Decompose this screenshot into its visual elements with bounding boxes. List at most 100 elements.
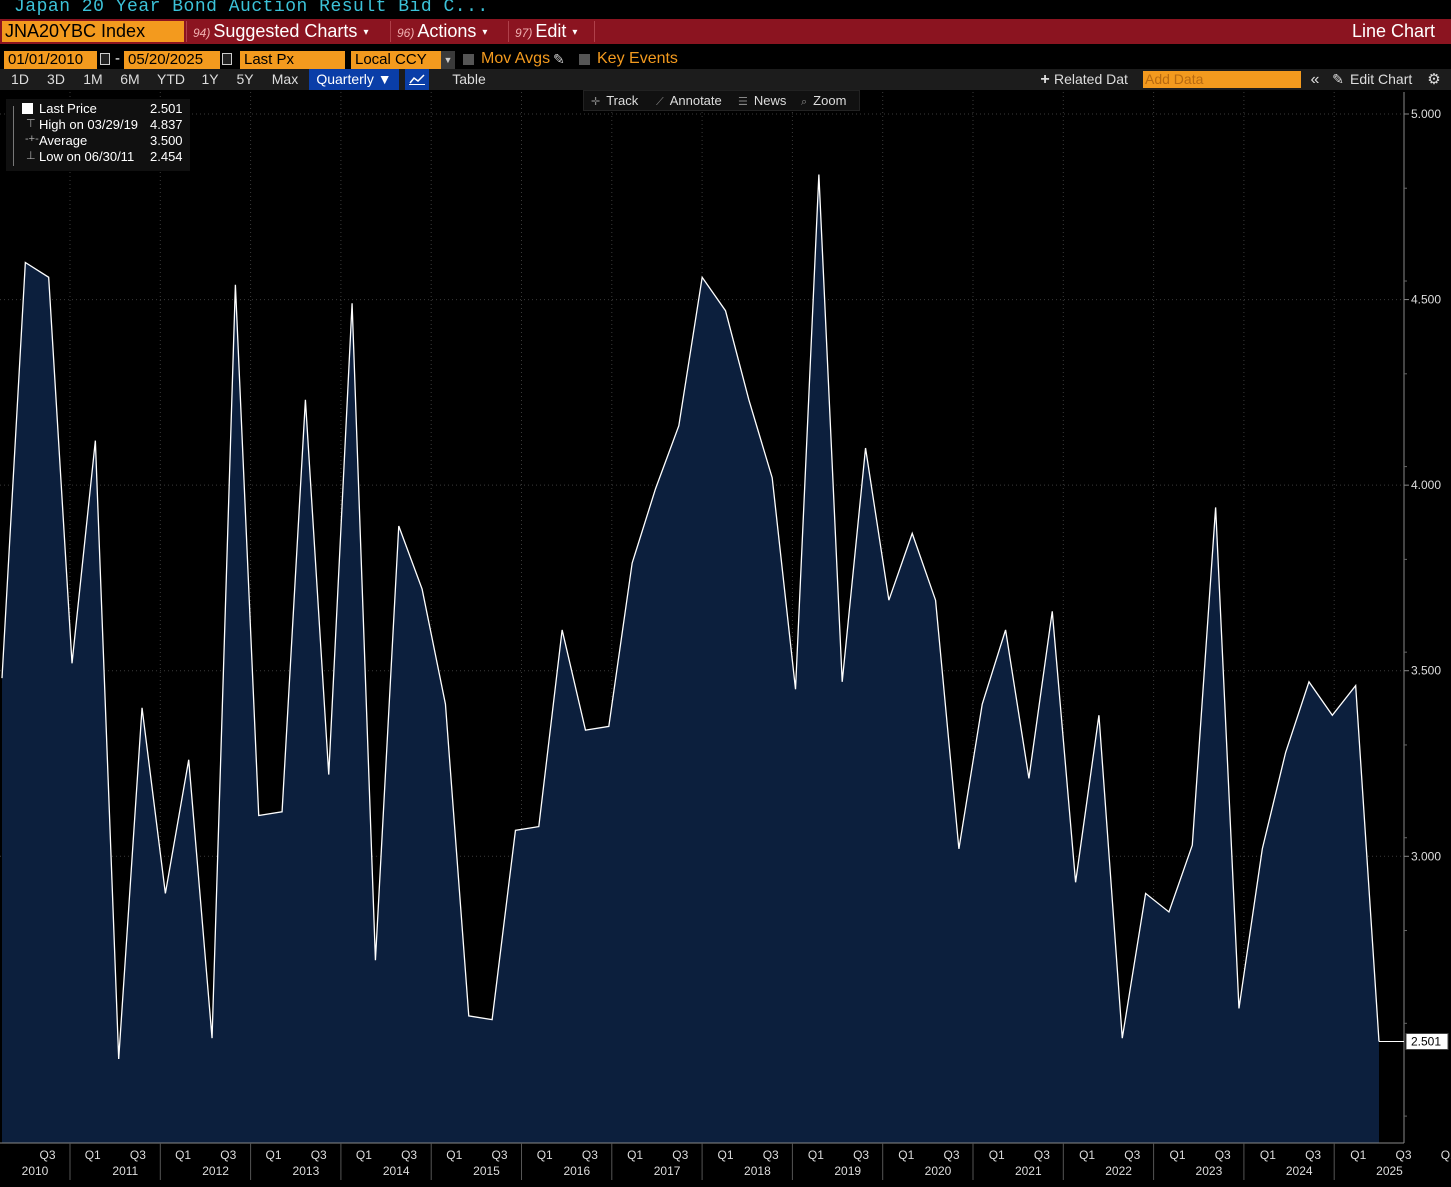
line-chart[interactable]: 5.000 4.500 4.000 3.500 3.000 2.501 Q3 Q1 Q3 Q1 Q3… bbox=[0, 92, 1451, 1187]
x-quarter-label: Q1 bbox=[85, 1148, 101, 1162]
zoom-label: Zoom bbox=[813, 93, 847, 108]
end-date-input[interactable]: 05/20/2025 bbox=[124, 51, 220, 69]
menu-separator bbox=[594, 21, 595, 42]
series-line[interactable] bbox=[1, 174, 1380, 1059]
x-quarter-label: Q1 bbox=[1169, 1148, 1185, 1162]
range-ytd[interactable]: YTD bbox=[157, 71, 185, 87]
y-tick-label: 4.500 bbox=[1411, 293, 1441, 307]
start-date-input[interactable]: 01/01/2010 bbox=[4, 51, 97, 69]
x-quarter-label: Q3 bbox=[311, 1148, 327, 1162]
x-year-label: 2022 bbox=[1105, 1164, 1132, 1178]
add-data-input[interactable]: Add Data bbox=[1143, 71, 1301, 88]
chevron-down-icon: ▾ bbox=[482, 26, 488, 38]
x-quarter-label: Q1 bbox=[175, 1148, 191, 1162]
range-1m[interactable]: 1M bbox=[83, 71, 103, 87]
collapse-icon[interactable]: « bbox=[1310, 71, 1320, 88]
edit-menu[interactable]: 97) Edit ▾ bbox=[515, 19, 577, 44]
x-quarter-label: Q1 bbox=[1079, 1148, 1095, 1162]
news-label: News bbox=[753, 93, 787, 108]
track-tool[interactable]: ✛ Track bbox=[591, 91, 638, 110]
actions-menu[interactable]: 96) Actions ▾ bbox=[397, 19, 487, 44]
x-year-label: 2011 bbox=[112, 1164, 138, 1178]
ticker-field[interactable]: JNA20YBC Index bbox=[2, 21, 184, 42]
high-marker-icon: ⊤ bbox=[26, 118, 36, 130]
range-6m[interactable]: 6M bbox=[120, 71, 140, 87]
series-area bbox=[2, 174, 1379, 1143]
chevron-down-icon[interactable]: ▼ bbox=[441, 51, 455, 69]
mov-avgs-label[interactable]: Mov Avgs bbox=[481, 50, 551, 67]
currency-select[interactable]: Local CCY bbox=[351, 51, 441, 69]
news-tool[interactable]: ☰ News bbox=[738, 91, 786, 110]
x-year-label: 2017 bbox=[654, 1164, 681, 1178]
x-quarter-label: Q3 bbox=[1124, 1148, 1140, 1162]
range-1y[interactable]: 1Y bbox=[201, 71, 219, 87]
menu-label: Actions bbox=[417, 21, 477, 41]
x-quarter-label: Q3 bbox=[1395, 1148, 1411, 1162]
date-range-separator: - bbox=[115, 50, 120, 67]
zoom-tool[interactable]: ⌕ Zoom bbox=[801, 91, 846, 110]
y-tick-label: 4.000 bbox=[1411, 478, 1441, 492]
x-quarter-label: Q3 bbox=[763, 1148, 779, 1162]
range-max[interactable]: Max bbox=[271, 71, 299, 87]
annotate-icon: ⟋ bbox=[656, 96, 664, 108]
mov-avgs-checkbox[interactable] bbox=[463, 54, 474, 65]
frequency-select[interactable]: Quarterly ▼ bbox=[309, 69, 399, 90]
menu-separator bbox=[390, 21, 391, 42]
x-year-label: 2015 bbox=[473, 1164, 500, 1178]
x-quarter-label: Q3 bbox=[1305, 1148, 1321, 1162]
related-data-button[interactable]: Related Dat bbox=[1054, 71, 1128, 87]
x-quarter-label: Q3 bbox=[1034, 1148, 1050, 1162]
key-events-label[interactable]: Key Events bbox=[597, 50, 678, 67]
calendar-icon[interactable] bbox=[100, 53, 110, 65]
x-quarter-label: Q3 bbox=[943, 1148, 959, 1162]
x-year-label: 2025 bbox=[1376, 1164, 1403, 1178]
range-1d[interactable]: 1D bbox=[11, 71, 29, 87]
gear-icon[interactable]: ⚙ bbox=[1427, 71, 1441, 88]
field-select[interactable]: Last Px bbox=[240, 51, 345, 69]
x-quarter-label: Q1 bbox=[537, 1148, 553, 1162]
x-quarter-label: Q3 bbox=[220, 1148, 236, 1162]
menu-number: 94) bbox=[193, 26, 211, 40]
x-year-label: 2023 bbox=[1196, 1164, 1223, 1178]
chart-toolbar bbox=[583, 90, 860, 111]
table-button[interactable]: Table bbox=[452, 71, 486, 87]
pencil-icon[interactable]: ✎ bbox=[1332, 71, 1344, 87]
range-5y[interactable]: 5Y bbox=[236, 71, 254, 87]
menu-bar bbox=[0, 19, 1451, 44]
key-events-checkbox[interactable] bbox=[579, 54, 590, 65]
legend-value: 2.454 bbox=[150, 149, 183, 164]
chevron-down-icon: ▾ bbox=[572, 26, 578, 38]
menu-label: Edit bbox=[535, 21, 567, 41]
edit-chart-button[interactable]: Edit Chart bbox=[1350, 71, 1413, 87]
last-value-box bbox=[1405, 1033, 1449, 1050]
legend-label: Last Price bbox=[39, 101, 97, 116]
pencil-icon[interactable]: ✎ bbox=[553, 51, 565, 67]
chart-legend: Last Price 2.501 ⊤ High on 03/29/19 4.83… bbox=[6, 99, 190, 171]
menu-number: 96) bbox=[397, 26, 415, 40]
legend-value: 2.501 bbox=[150, 101, 183, 116]
menu-label: Suggested Charts bbox=[213, 21, 358, 41]
crosshair-icon: ✛ bbox=[591, 96, 601, 108]
x-year-label: 2019 bbox=[834, 1164, 861, 1178]
x-quarter-label: Q1 bbox=[356, 1148, 372, 1162]
range-3d[interactable]: 3D bbox=[47, 71, 65, 87]
y-tick-label: 5.000 bbox=[1411, 107, 1441, 121]
suggested-charts-menu[interactable]: 94) Suggested Charts ▾ bbox=[193, 19, 368, 44]
x-quarter-label: Q1 bbox=[1350, 1148, 1366, 1162]
calendar-icon[interactable] bbox=[222, 53, 232, 65]
plus-icon[interactable]: + bbox=[1040, 71, 1050, 88]
x-quarter-label: Q1 bbox=[446, 1148, 462, 1162]
legend-label: Average bbox=[39, 133, 88, 148]
news-icon: ☰ bbox=[738, 96, 748, 108]
y-tick-label: 3.500 bbox=[1411, 664, 1441, 678]
legend-bracket bbox=[13, 106, 21, 166]
chart-type-label[interactable]: Line Chart bbox=[1351, 21, 1435, 41]
x-year-label: 2014 bbox=[383, 1164, 410, 1178]
annotate-tool[interactable]: ⟋ Annotate bbox=[656, 91, 722, 110]
average-marker-icon: -+- bbox=[25, 133, 39, 145]
x-quarter-label: Q1 bbox=[989, 1148, 1005, 1162]
x-quarter-label: Q1 bbox=[898, 1148, 914, 1162]
x-year-label: 2013 bbox=[293, 1164, 320, 1178]
line-chart-icon[interactable] bbox=[405, 69, 429, 90]
legend-swatch[interactable] bbox=[22, 103, 33, 114]
